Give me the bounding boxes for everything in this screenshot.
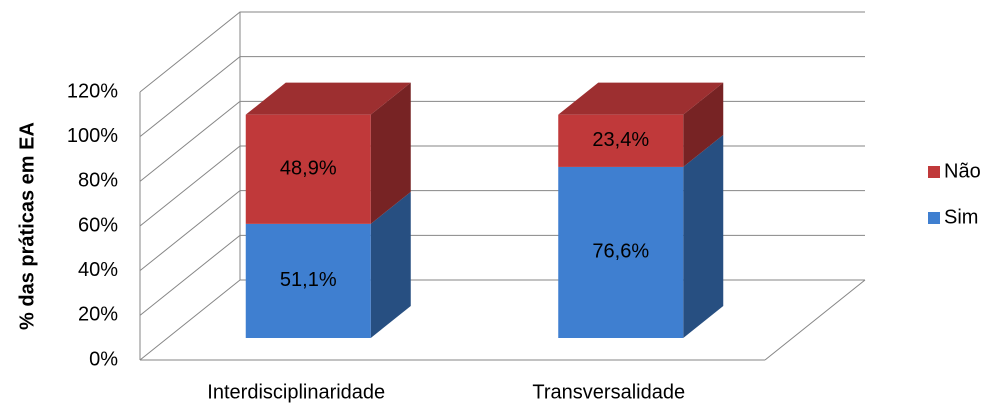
bar-side [370, 191, 411, 338]
bar-side [683, 134, 724, 338]
y-tick-label: 20% [78, 304, 118, 326]
value-label: 48,9% [280, 158, 337, 180]
bar-side [370, 82, 411, 224]
value-label: 51,1% [280, 269, 337, 291]
bar-top [245, 82, 411, 115]
bar-top [558, 82, 724, 115]
bar [245, 223, 371, 338]
floor-edge [764, 279, 866, 361]
y-axis-label: % das práticas em EA [16, 122, 38, 330]
legend-label: Sim [944, 206, 978, 228]
y-tick-label: 120% [67, 80, 118, 102]
value-label: 23,4% [592, 129, 649, 151]
bar [245, 114, 371, 224]
bar [558, 166, 684, 338]
bar-side [683, 82, 724, 167]
y-tick-label: 80% [78, 170, 118, 192]
legend-marker [928, 212, 940, 224]
value-label: 76,6% [592, 241, 649, 263]
grid-line [139, 11, 865, 93]
y-tick-label: 60% [78, 214, 118, 236]
legend-label: Não [944, 160, 981, 182]
y-tick-label: 40% [78, 259, 118, 281]
y-tick-label: 100% [67, 125, 118, 147]
x-tick-label: Transversalidade [532, 381, 685, 403]
legend-marker [928, 166, 940, 178]
x-tick-label: Interdisciplinaridade [207, 381, 385, 403]
y-tick-label: 0% [89, 348, 118, 370]
bar [558, 114, 684, 167]
